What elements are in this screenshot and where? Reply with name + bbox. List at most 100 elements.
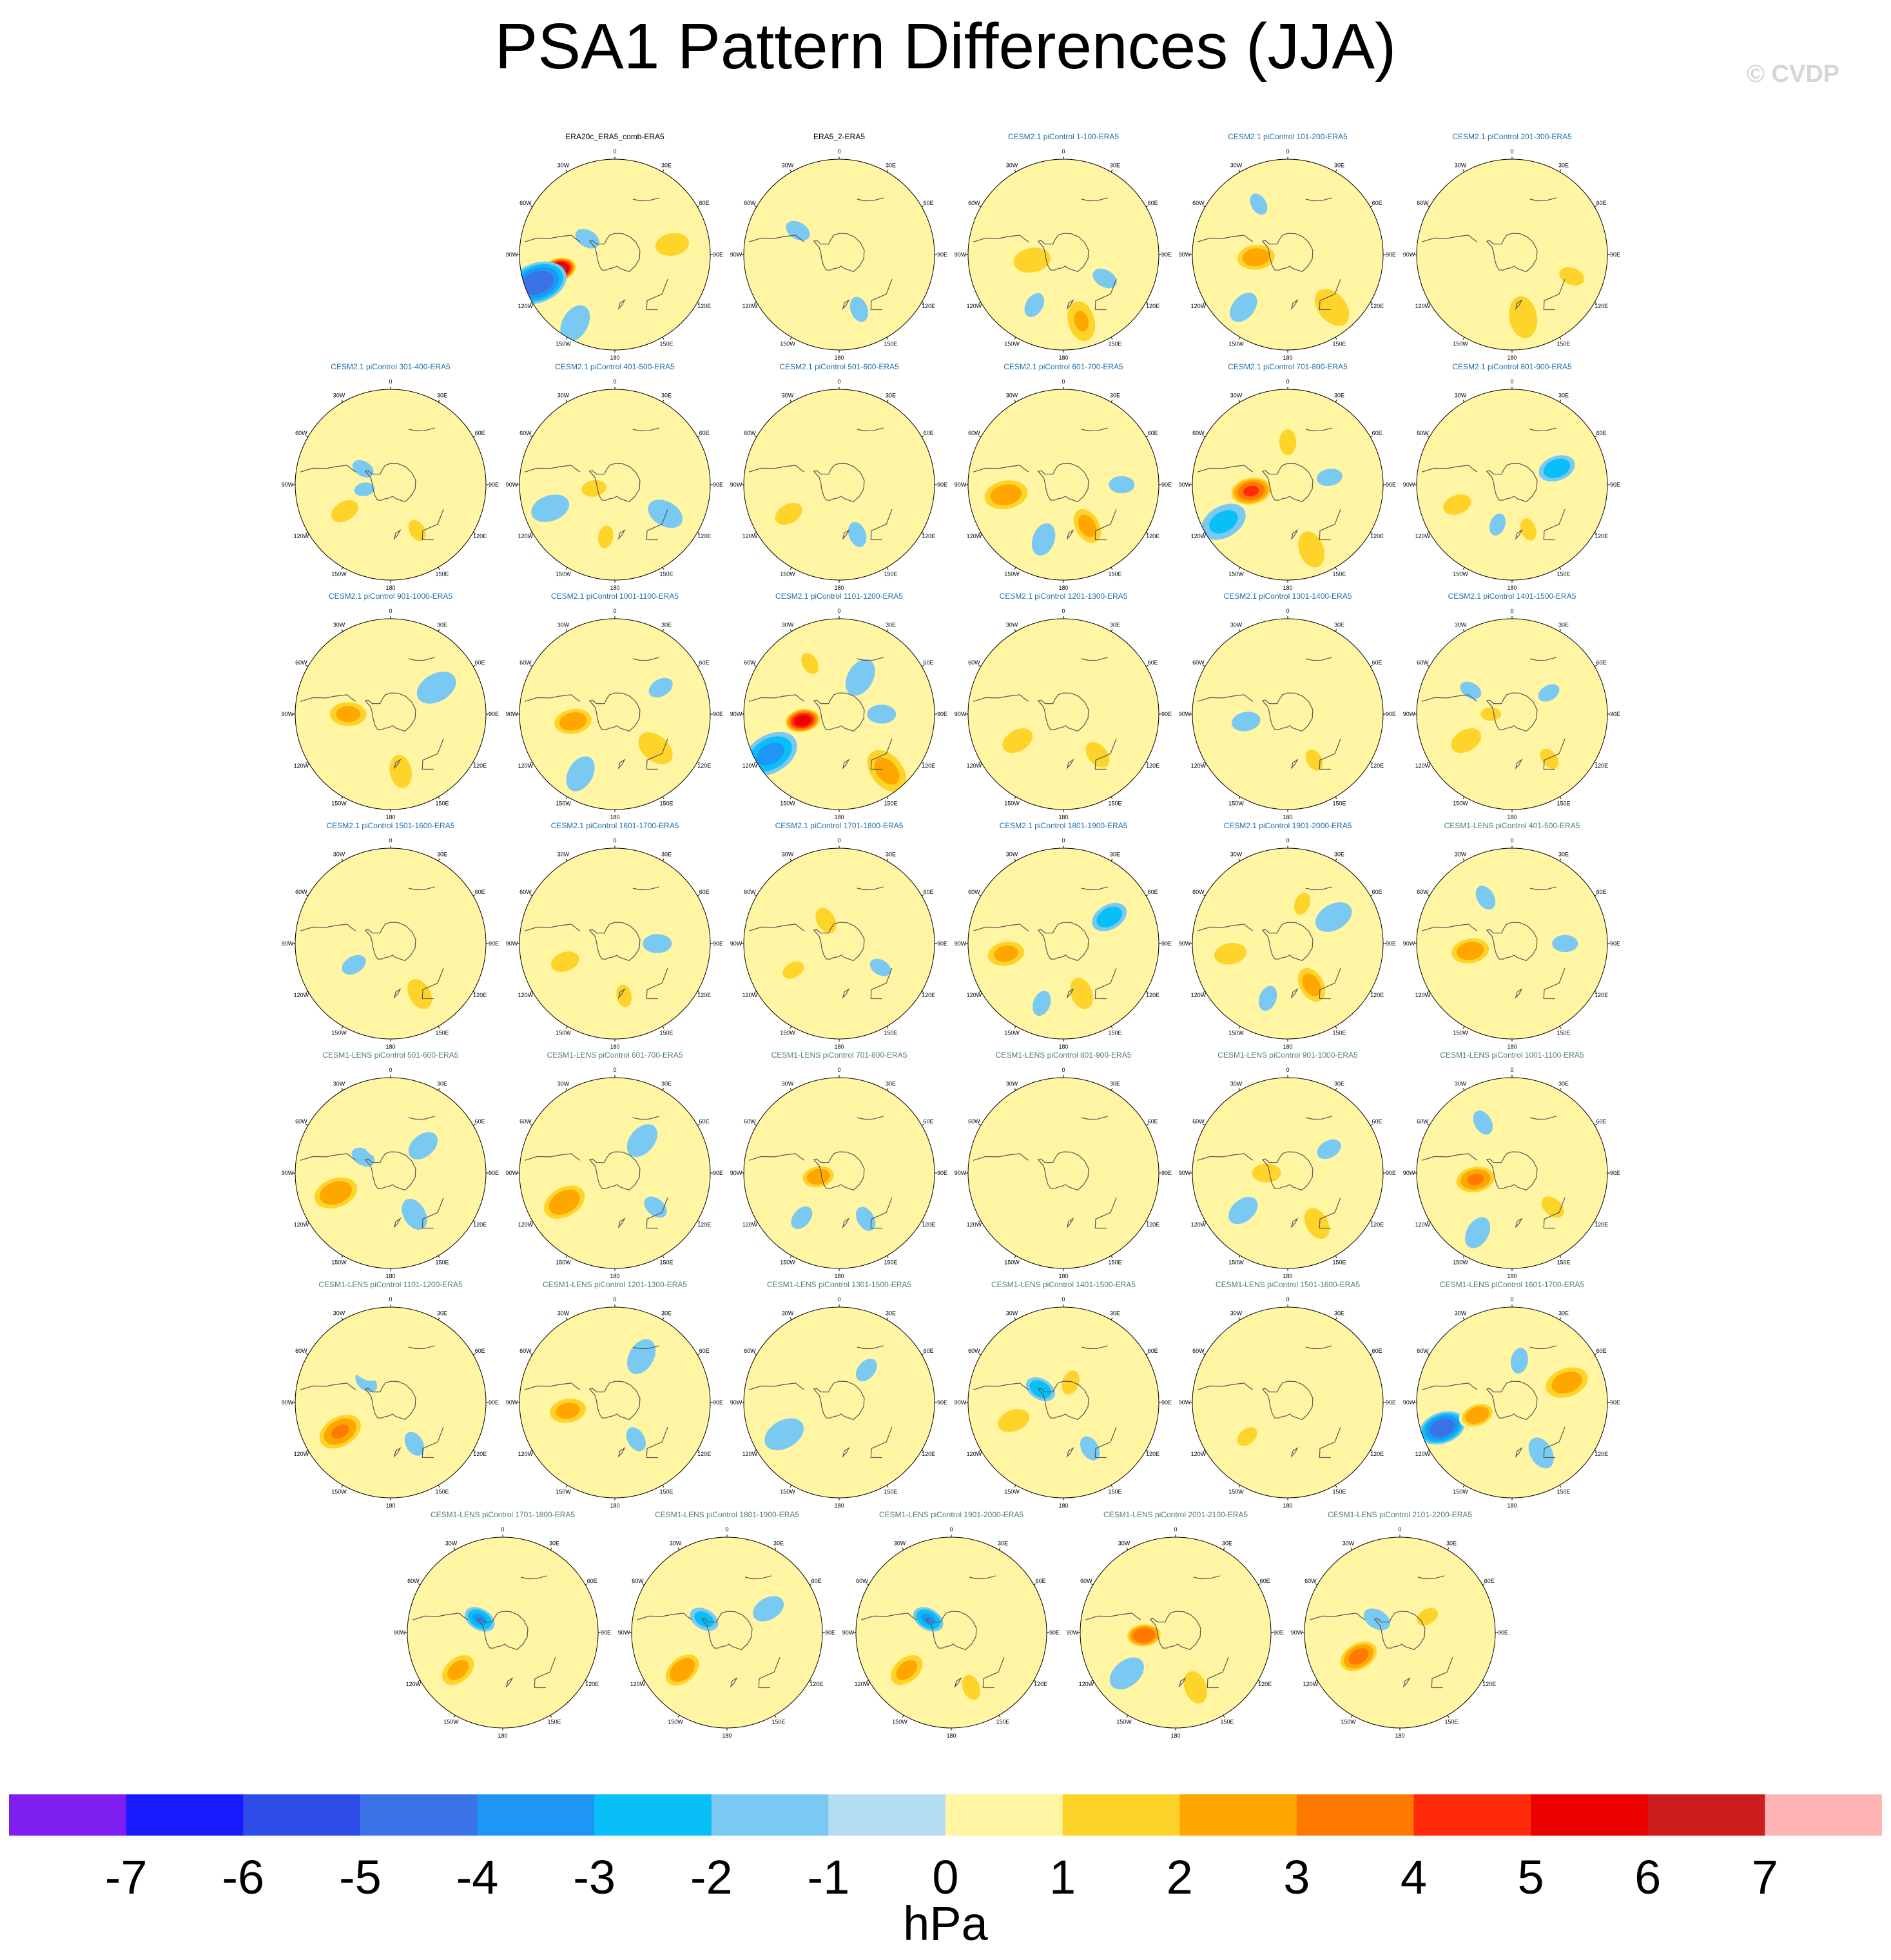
longitude-label: 30E [661,392,672,398]
panel-6-0: CESM1-LENS piControl 1701-1800-ERA5 0 30E 6… [393,1510,612,1742]
longitude-label: 60E [1148,889,1158,895]
contour-fill [574,1112,614,1161]
coastline [973,1153,1029,1161]
longitude-label: 90E [1161,481,1172,488]
panel-title: CESM1-LENS piControl 1701-1800-ERA5 [430,1510,576,1519]
polar-map: 0 30E 60E 90E 120E 150E 180 150W 120W 90W 60W 30W [730,837,947,1050]
longitude-label: 60W [295,889,307,895]
longitude-tick [341,1025,344,1029]
contour-fill [1294,893,1311,915]
longitude-tick [530,1220,533,1223]
longitude-tick [530,435,533,438]
contour-fill [447,1660,469,1680]
longitude-label: 90W [506,481,518,488]
longitude-label: 120W [742,762,758,769]
colorbar-tick: 2 [1166,1850,1193,1904]
longitude-tick [754,435,757,438]
polar-map: 0 30E 60E 90E 120E 150E 180 150W 120W 90W 60W 30W [1403,378,1620,591]
longitude-label: 90W [1179,711,1191,717]
longitude-label: 0 [1510,148,1513,155]
longitude-label: 90E [713,251,723,258]
longitude-label: 90W [506,1170,518,1176]
longitude-label: 120W [1191,762,1207,769]
longitude-label: 150W [1228,1030,1244,1036]
contour-fill [520,271,554,295]
panel-4-1: CESM1-LENS piControl 601-700-ERA5 0 30E 60E… [505,1051,724,1283]
coastline [748,924,805,931]
longitude-label: 90E [1049,1629,1060,1636]
longitude-tick [1033,1583,1036,1586]
contour-fill [1443,494,1471,515]
contour-fill [1250,193,1268,215]
longitude-label: 30W [558,851,570,857]
longitude-tick [1110,629,1113,632]
colorbar-swatch [828,1794,946,1836]
longitude-label: 60W [968,200,980,206]
longitude-tick [1462,1025,1465,1029]
panel-5-0: CESM1-LENS piControl 1101-1200-ERA5 0 30E 6… [281,1280,500,1512]
longitude-label: 120E [697,762,711,769]
coastline [1309,1613,1366,1620]
coastline [1290,1447,1299,1458]
coastline [1529,1116,1556,1120]
longitude-label: 120E [585,1681,599,1687]
longitude-label: 30E [886,162,896,168]
panel-title: CESM1-LENS piControl 501-600-ERA5 [322,1051,459,1060]
polar-map: 0 30E 60E 90E 120E 150E 180 150W 120W 90W 60W 30W [1179,378,1396,591]
contour-fill [1464,1217,1491,1248]
longitude-label: 180 [722,1732,732,1739]
contour-fill [998,1409,1030,1432]
longitude-tick [697,302,700,304]
longitude-tick [1203,991,1206,993]
panel-5-5: CESM1-LENS piControl 1601-1700-ERA5 0 30E 6… [1402,1280,1622,1512]
longitude-tick [921,1123,924,1126]
coastline [1081,197,1108,202]
longitude-label: 150E [1108,800,1121,807]
polar-map: 0 30E 60E 90E 120E 150E 180 150W 120W 90W 60W 30W [955,837,1172,1050]
longitude-label: 120W [1415,762,1431,769]
longitude-label: 180 [385,1273,395,1279]
longitude-tick [978,532,982,534]
longitude-tick [697,894,700,897]
longitude-label: 60E [1372,430,1382,436]
longitude-label: 60E [1596,1348,1607,1354]
longitude-label: 150W [780,1259,795,1266]
longitude-label: 30W [1455,1080,1467,1087]
colorbar-swatch [243,1794,361,1836]
longitude-tick [1370,665,1373,667]
longitude-tick [1014,796,1016,799]
coastline [1290,1218,1299,1228]
longitude-tick [754,761,757,764]
longitude-tick [565,1088,568,1091]
longitude-label: 180 [1058,814,1068,820]
longitude-tick [662,336,664,340]
coastline [1543,278,1566,311]
longitude-tick [472,991,476,993]
contour-fill [531,494,569,522]
contour-fill [645,278,698,327]
longitude-tick [305,894,309,897]
longitude-label: 150E [1556,1030,1570,1036]
panel-2-1: CESM2.1 piControl 1001-1100-ERA5 0 30E 60E 9… [505,592,724,824]
coastline [857,886,884,891]
coastline [1305,427,1332,432]
longitude-tick [1145,894,1149,897]
longitude-tick [565,1484,568,1488]
longitude-label: 30W [1455,162,1467,168]
coastline [1261,692,1314,732]
polar-map: 0 30E 60E 90E 120E 150E 180 150W 120W 90W 60W 30W [1179,1067,1396,1279]
longitude-tick [1145,435,1149,438]
longitude-tick [790,859,792,862]
longitude-label: 30W [1230,851,1243,857]
longitude-label: 90W [506,251,518,258]
longitude-label: 30W [1230,1310,1243,1316]
contour-fill [669,1658,695,1682]
coastline [617,299,626,310]
panel-4-4: CESM1-LENS piControl 901-1000-ERA5 0 30E 60… [1178,1051,1397,1283]
polar-map: 0 30E 60E 90E 120E 150E 180 150W 120W 90W 60W 30W [955,1296,1172,1509]
longitude-tick [886,796,889,799]
longitude-label: 30W [1343,1540,1355,1546]
longitude-label: 30W [333,621,345,628]
longitude-label: 0 [837,608,840,614]
longitude-tick [978,665,982,667]
